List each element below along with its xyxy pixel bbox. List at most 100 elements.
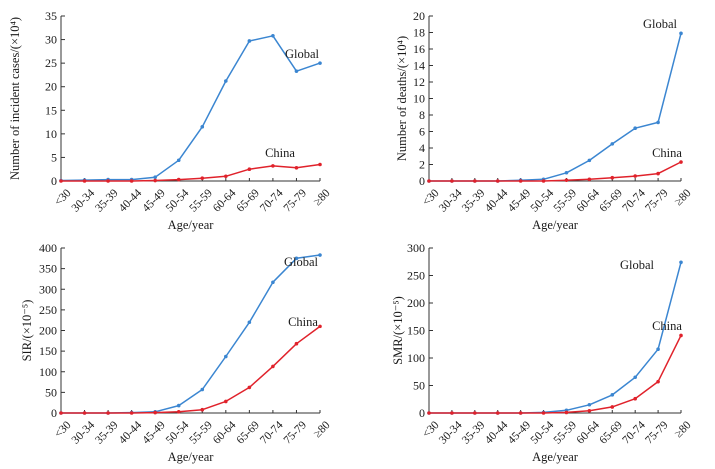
data-point-china — [200, 407, 205, 412]
series-label-global: Global — [643, 17, 678, 31]
y-tick-label: 0 — [51, 406, 57, 420]
series-label-global: Global — [284, 255, 319, 269]
x-tick-label: 30-34 — [437, 419, 465, 447]
data-point-global — [633, 126, 637, 130]
y-tick-label: 10 — [413, 92, 425, 106]
data-point-china — [633, 396, 637, 401]
data-point-global — [294, 69, 299, 73]
data-point-global — [587, 158, 592, 163]
data-point-china — [129, 179, 134, 183]
data-point-china — [82, 179, 87, 183]
data-point-global — [247, 320, 252, 325]
y-tick-label: 200 — [39, 324, 57, 338]
data-point-global — [318, 253, 322, 257]
x-tick-label: 50-54 — [529, 419, 557, 447]
data-point-china — [450, 411, 454, 415]
x-tick-label: 60-64 — [575, 419, 603, 447]
data-point-china — [82, 411, 87, 415]
x-tick-label: 65-69 — [235, 187, 263, 215]
y-tick-label: 4 — [419, 141, 425, 155]
data-point-china — [541, 179, 546, 183]
data-point-china — [587, 177, 592, 182]
data-point-global — [633, 375, 637, 380]
x-tick-label: 55-59 — [552, 187, 580, 215]
data-point-china — [450, 179, 454, 183]
y-tick-label: 8 — [419, 108, 425, 122]
data-point-global — [679, 260, 683, 265]
data-point-china — [153, 178, 157, 183]
data-point-global — [200, 124, 205, 129]
x-tick-label: ≥80 — [673, 187, 694, 208]
data-point-china — [247, 167, 252, 172]
x-tick-label: 35-39 — [93, 187, 121, 215]
series-label-china: China — [288, 315, 318, 329]
data-point-china — [294, 166, 299, 170]
y-tick-label: 0 — [51, 174, 57, 188]
data-point-china — [153, 410, 157, 415]
x-tick-label: 75-79 — [643, 187, 671, 215]
y-tick-label: 0 — [419, 174, 425, 188]
y-tick-label: 2 — [419, 158, 425, 172]
x-tick-label: 60-64 — [211, 187, 239, 215]
data-point-global — [224, 354, 228, 359]
data-point-china — [176, 177, 181, 182]
data-point-global — [224, 79, 228, 83]
y-tick-label: 200 — [407, 296, 425, 310]
y-axis-title: SMR/(×10⁻⁵) — [391, 296, 405, 365]
series-line-global — [61, 254, 321, 414]
data-point-china — [59, 411, 63, 415]
x-tick-label: 70-74 — [620, 187, 648, 215]
data-point-china — [587, 409, 592, 413]
y-tick-label: 5 — [51, 150, 57, 164]
x-tick-label: 35-39 — [460, 419, 488, 447]
data-point-china — [247, 385, 252, 390]
x-tick-label: 45-49 — [506, 187, 534, 215]
x-tick-label: 75-79 — [282, 187, 310, 215]
data-point-global — [656, 120, 660, 125]
x-tick-label: 70-74 — [620, 419, 648, 447]
data-point-global — [318, 61, 322, 65]
x-tick-label: 65-69 — [597, 187, 625, 215]
data-point-global — [294, 256, 299, 261]
y-tick-label: 12 — [413, 75, 425, 89]
data-point-china — [564, 410, 569, 415]
data-point-china — [129, 411, 134, 415]
y-axis-title: SIR/(×10⁻⁵) — [20, 300, 34, 362]
series-line-global — [429, 33, 682, 182]
data-point-china — [633, 174, 637, 178]
data-point-global — [247, 39, 252, 43]
x-tick-label: 70-74 — [258, 187, 286, 215]
y-tick-label: 250 — [407, 269, 425, 283]
y-tick-label: 100 — [407, 351, 425, 365]
data-point-china — [610, 405, 615, 409]
series-label-china: China — [652, 146, 682, 160]
data-point-china — [610, 175, 615, 180]
x-tick-label: 75-79 — [643, 419, 671, 447]
data-point-china — [271, 164, 275, 168]
panel-smr: 050100150200250300<3030-3435-3940-4445-4… — [391, 241, 694, 464]
panel-deaths: 02468101214161820<3030-3435-3940-4445-49… — [395, 9, 694, 232]
series-label-china: China — [652, 319, 682, 333]
x-tick-label: ≥80 — [673, 419, 694, 440]
y-tick-label: 300 — [39, 282, 57, 296]
y-tick-label: 50 — [45, 385, 57, 399]
y-tick-label: 20 — [413, 9, 425, 23]
x-tick-label: 45-49 — [140, 187, 168, 215]
y-tick-label: 0 — [419, 406, 425, 420]
data-point-china — [495, 179, 500, 183]
x-tick-label: 65-69 — [235, 419, 263, 447]
x-tick-label: 40-44 — [483, 419, 511, 447]
series-line-china — [61, 325, 321, 414]
panel-incident-cases: 05101520253035<3030-3435-3940-4445-4950-… — [8, 9, 333, 232]
x-tick-label: 50-54 — [164, 419, 192, 447]
data-point-china — [541, 411, 546, 415]
data-point-china — [176, 409, 181, 414]
x-tick-label: 30-34 — [437, 187, 465, 215]
data-point-global — [200, 387, 205, 392]
data-point-china — [106, 179, 110, 183]
x-tick-label: 50-54 — [164, 187, 192, 215]
x-tick-label: 30-34 — [70, 419, 98, 447]
data-point-china — [656, 379, 660, 384]
data-point-global — [176, 158, 181, 163]
